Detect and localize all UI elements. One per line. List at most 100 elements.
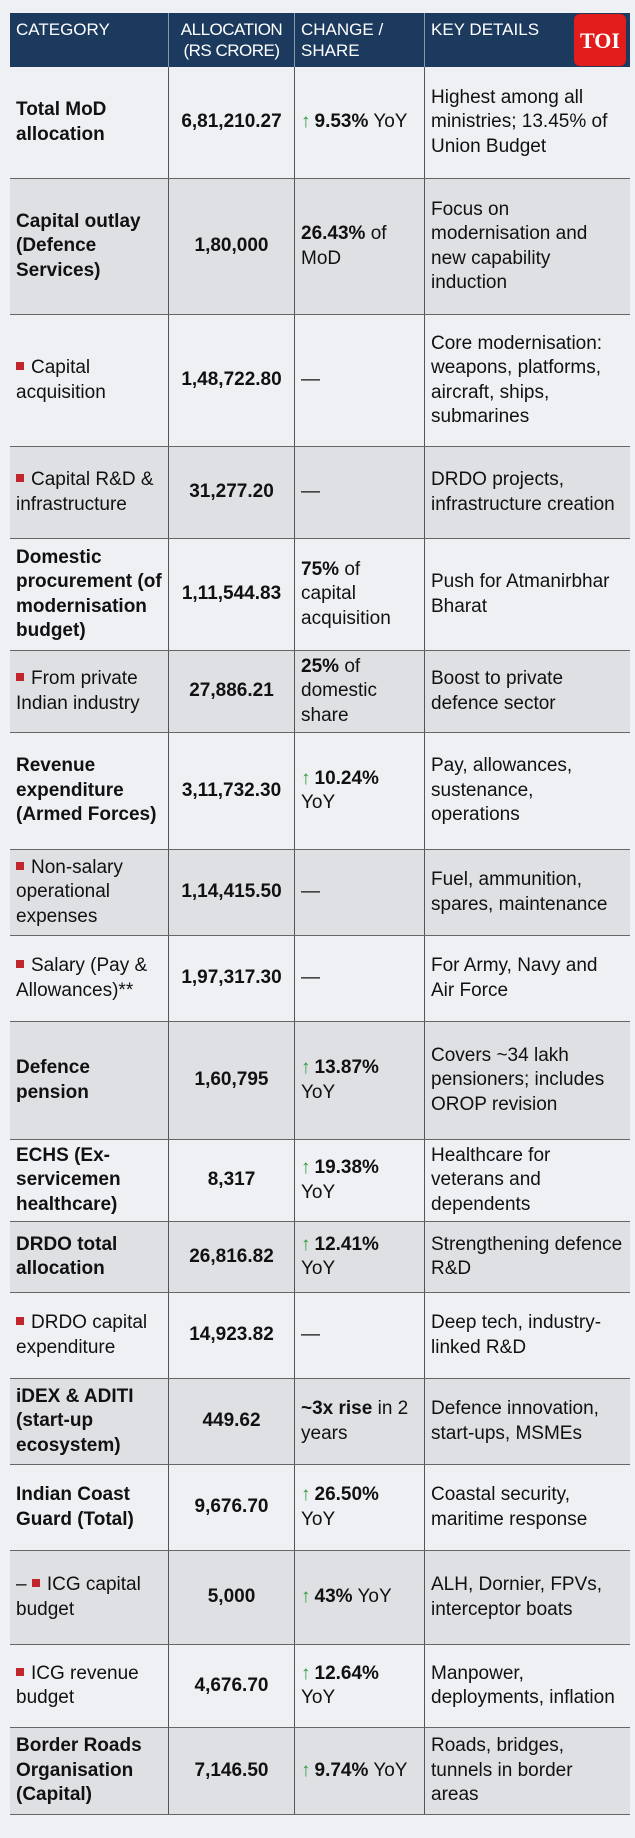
- allocation-cell: 9,676.70: [169, 1465, 295, 1550]
- category-cell: From private Indian industry: [10, 651, 169, 732]
- up-arrow-icon: ↑: [301, 767, 311, 789]
- up-arrow-icon: ↑: [301, 1057, 311, 1078]
- up-arrow-icon: ↑: [301, 1157, 311, 1178]
- change-note: of capital acquisition: [301, 558, 391, 629]
- change-note: YoY: [301, 1508, 336, 1530]
- change-cell: 75% of capital acquisition: [295, 539, 425, 650]
- category-label: Capital outlay (Defence Services): [16, 210, 141, 281]
- category-label: ECHS (Ex-servicemen healthcare): [16, 1144, 121, 1215]
- allocation-cell: 449.62: [169, 1379, 295, 1464]
- details-cell: Strengthening defence R&D: [431, 1233, 623, 1280]
- change-value: 9.74%: [314, 1759, 369, 1781]
- category-label: Non-salary operational expenses: [16, 856, 123, 927]
- category-cell: Defence pension: [10, 1022, 169, 1139]
- change-note: of MoD: [301, 223, 387, 269]
- bullet-icon: [31, 1579, 40, 1587]
- allocation-cell: 14,923.82: [169, 1293, 295, 1378]
- details-cell: ALH, Dornier, FPVs, interceptor boats: [431, 1574, 603, 1620]
- category-label: Indian Coast Guard (Total): [16, 1484, 134, 1530]
- up-arrow-icon: ↑: [301, 111, 311, 133]
- change-cell: —: [295, 850, 425, 935]
- change-value: 75%: [301, 558, 340, 580]
- header-details: KEY DETAILS TOI: [425, 13, 630, 67]
- category-cell: Salary (Pay & Allowances)**: [10, 936, 169, 1021]
- header-details-label: KEY DETAILS: [431, 20, 540, 39]
- category-label: iDEX & ADITI (start-up ecosystem): [16, 1385, 134, 1456]
- change-cell: —: [295, 1293, 425, 1378]
- table-row: Border Roads Organisation (Capital) 7,146…: [10, 1728, 630, 1815]
- table-row: ECHS (Ex-servicemen healthcare) 8,317 ↑ 19.…: [10, 1140, 630, 1222]
- category-cell: Domestic procurement (of modernisation b…: [10, 539, 169, 650]
- table-row: Total MoD allocation 6,81,210.27 ↑ 9.53% Yo…: [10, 67, 630, 179]
- allocation-cell: 6,81,210.27: [169, 67, 295, 178]
- table-row: From private Indian industry 27,886.21 25%…: [10, 651, 630, 733]
- allocation-cell: 8,317: [169, 1140, 295, 1221]
- details-cell: Deep tech, industry-linked R&D: [431, 1312, 602, 1358]
- header-change: CHANGE / SHARE: [295, 13, 425, 67]
- allocation-cell: 27,886.21: [169, 651, 295, 732]
- category-label: Capital acquisition: [16, 357, 106, 403]
- table-row: iDEX & ADITI (start-up ecosystem) 449.62 ~…: [10, 1379, 630, 1465]
- dash-prefix: –: [16, 1574, 27, 1595]
- allocation-cell: 26,816.82: [169, 1222, 295, 1292]
- bullet-icon: [16, 1667, 24, 1676]
- change-value: 26.43%: [301, 223, 366, 244]
- category-label: Salary (Pay & Allowances)**: [16, 955, 148, 1001]
- change-note: of domestic share: [301, 655, 378, 726]
- details-cell: Covers ~34 lakh pensioners; includes ORO…: [431, 1044, 605, 1115]
- details-cell: For Army, Navy and Air Force: [431, 955, 598, 1001]
- category-cell: Capital acquisition: [10, 315, 169, 446]
- table-row: Defence pension 1,60,795 ↑ 13.87% YoY Covers…: [10, 1022, 630, 1140]
- table-row: Capital acquisition 1,48,722.80 — Core mode…: [10, 315, 630, 447]
- bullet-icon: [16, 673, 24, 681]
- category-cell: Revenue expenditure (Armed Forces): [10, 733, 169, 849]
- change-value: 13.87%: [314, 1057, 379, 1078]
- change-value: 12.64%: [314, 1662, 379, 1684]
- change-cell: ↑ 12.41% YoY: [295, 1222, 425, 1292]
- details-cell: Manpower, deployments, inflation: [431, 1662, 615, 1709]
- category-label: ICG revenue budget: [16, 1662, 139, 1709]
- category-cell: DRDO total allocation: [10, 1222, 169, 1292]
- category-label: Total MoD allocation: [16, 99, 107, 145]
- allocation-cell: 5,000: [169, 1551, 295, 1644]
- allocation-cell: 1,14,415.50: [169, 850, 295, 935]
- change-cell: 25% of domestic share: [295, 651, 425, 732]
- category-cell: DRDO capital expenditure: [10, 1293, 169, 1378]
- category-cell: – ICG capital budget: [10, 1551, 169, 1644]
- category-cell: iDEX & ADITI (start-up ecosystem): [10, 1379, 169, 1464]
- change-cell: —: [295, 315, 425, 446]
- details-cell: Core modernisation: weapons, platforms, …: [431, 332, 603, 428]
- table-row: Capital R&D & infrastructure 31,277.20 — DR…: [10, 447, 630, 539]
- allocation-cell: 31,277.20: [169, 447, 295, 538]
- change-note: YoY: [301, 1258, 336, 1279]
- category-cell: ECHS (Ex-servicemen healthcare): [10, 1140, 169, 1221]
- details-cell: Defence innovation, start-ups, MSMEs: [431, 1398, 599, 1444]
- header-category: CATEGORY: [10, 13, 169, 67]
- change-cell: ↑ 9.53% YoY: [295, 67, 425, 178]
- details-cell: Pay, allowances, sustenance, operations: [431, 755, 573, 826]
- change-note: —: [301, 1324, 320, 1346]
- details-cell: Focus on modernisation and new capabilit…: [431, 198, 588, 294]
- change-value: 19.38%: [314, 1157, 379, 1178]
- category-label: DRDO total allocation: [16, 1233, 118, 1280]
- table-row: Non-salary operational expenses 1,14,415.…: [10, 850, 630, 936]
- table-row: Salary (Pay & Allowances)** 1,97,317.30 — F…: [10, 936, 630, 1022]
- change-note: —: [301, 967, 320, 989]
- category-cell: Capital R&D & infrastructure: [10, 447, 169, 538]
- change-note: YoY: [357, 1586, 392, 1608]
- table-row: Domestic procurement (of modernisation b…: [10, 539, 630, 651]
- allocation-cell: 1,60,795: [169, 1022, 295, 1139]
- table-row: ICG revenue budget 4,676.70 ↑ 12.64% YoY Man…: [10, 1645, 630, 1728]
- change-cell: 26.43% of MoD: [295, 179, 425, 314]
- category-cell: Capital outlay (Defence Services): [10, 179, 169, 314]
- bullet-icon: [16, 861, 24, 870]
- change-note: YoY: [373, 111, 408, 133]
- up-arrow-icon: ↑: [301, 1662, 311, 1684]
- table-row: Indian Coast Guard (Total) 9,676.70 ↑ 26.50…: [10, 1465, 630, 1551]
- change-cell: ~3x rise in 2 years: [295, 1379, 425, 1464]
- change-note: YoY: [373, 1759, 408, 1781]
- category-label: Revenue expenditure (Armed Forces): [16, 755, 157, 826]
- up-arrow-icon: ↑: [301, 1484, 311, 1505]
- category-cell: ICG revenue budget: [10, 1645, 169, 1727]
- table-row: – ICG capital budget 5,000 ↑ 43% YoY ALH, Do…: [10, 1551, 630, 1645]
